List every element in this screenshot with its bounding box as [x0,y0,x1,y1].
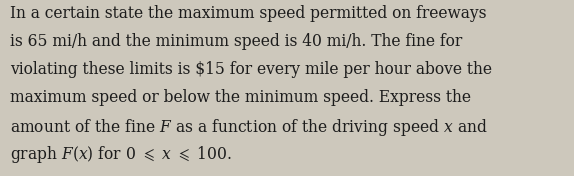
Text: violating these limits is $15 for every mile per hour above the: violating these limits is $15 for every … [10,61,492,78]
Text: graph $F(x)$ for 0 $\leqslant$ $x$ $\leqslant$ 100.: graph $F(x)$ for 0 $\leqslant$ $x$ $\leq… [10,144,232,165]
Text: is 65 mi/h and the minimum speed is 40 mi/h. The fine for: is 65 mi/h and the minimum speed is 40 m… [10,33,463,50]
Text: maximum speed or below the minimum speed. Express the: maximum speed or below the minimum speed… [10,89,471,106]
Text: amount of the fine $F$ as a function of the driving speed $x$ and: amount of the fine $F$ as a function of … [10,117,488,137]
Text: In a certain state the maximum speed permitted on freeways: In a certain state the maximum speed per… [10,5,487,22]
